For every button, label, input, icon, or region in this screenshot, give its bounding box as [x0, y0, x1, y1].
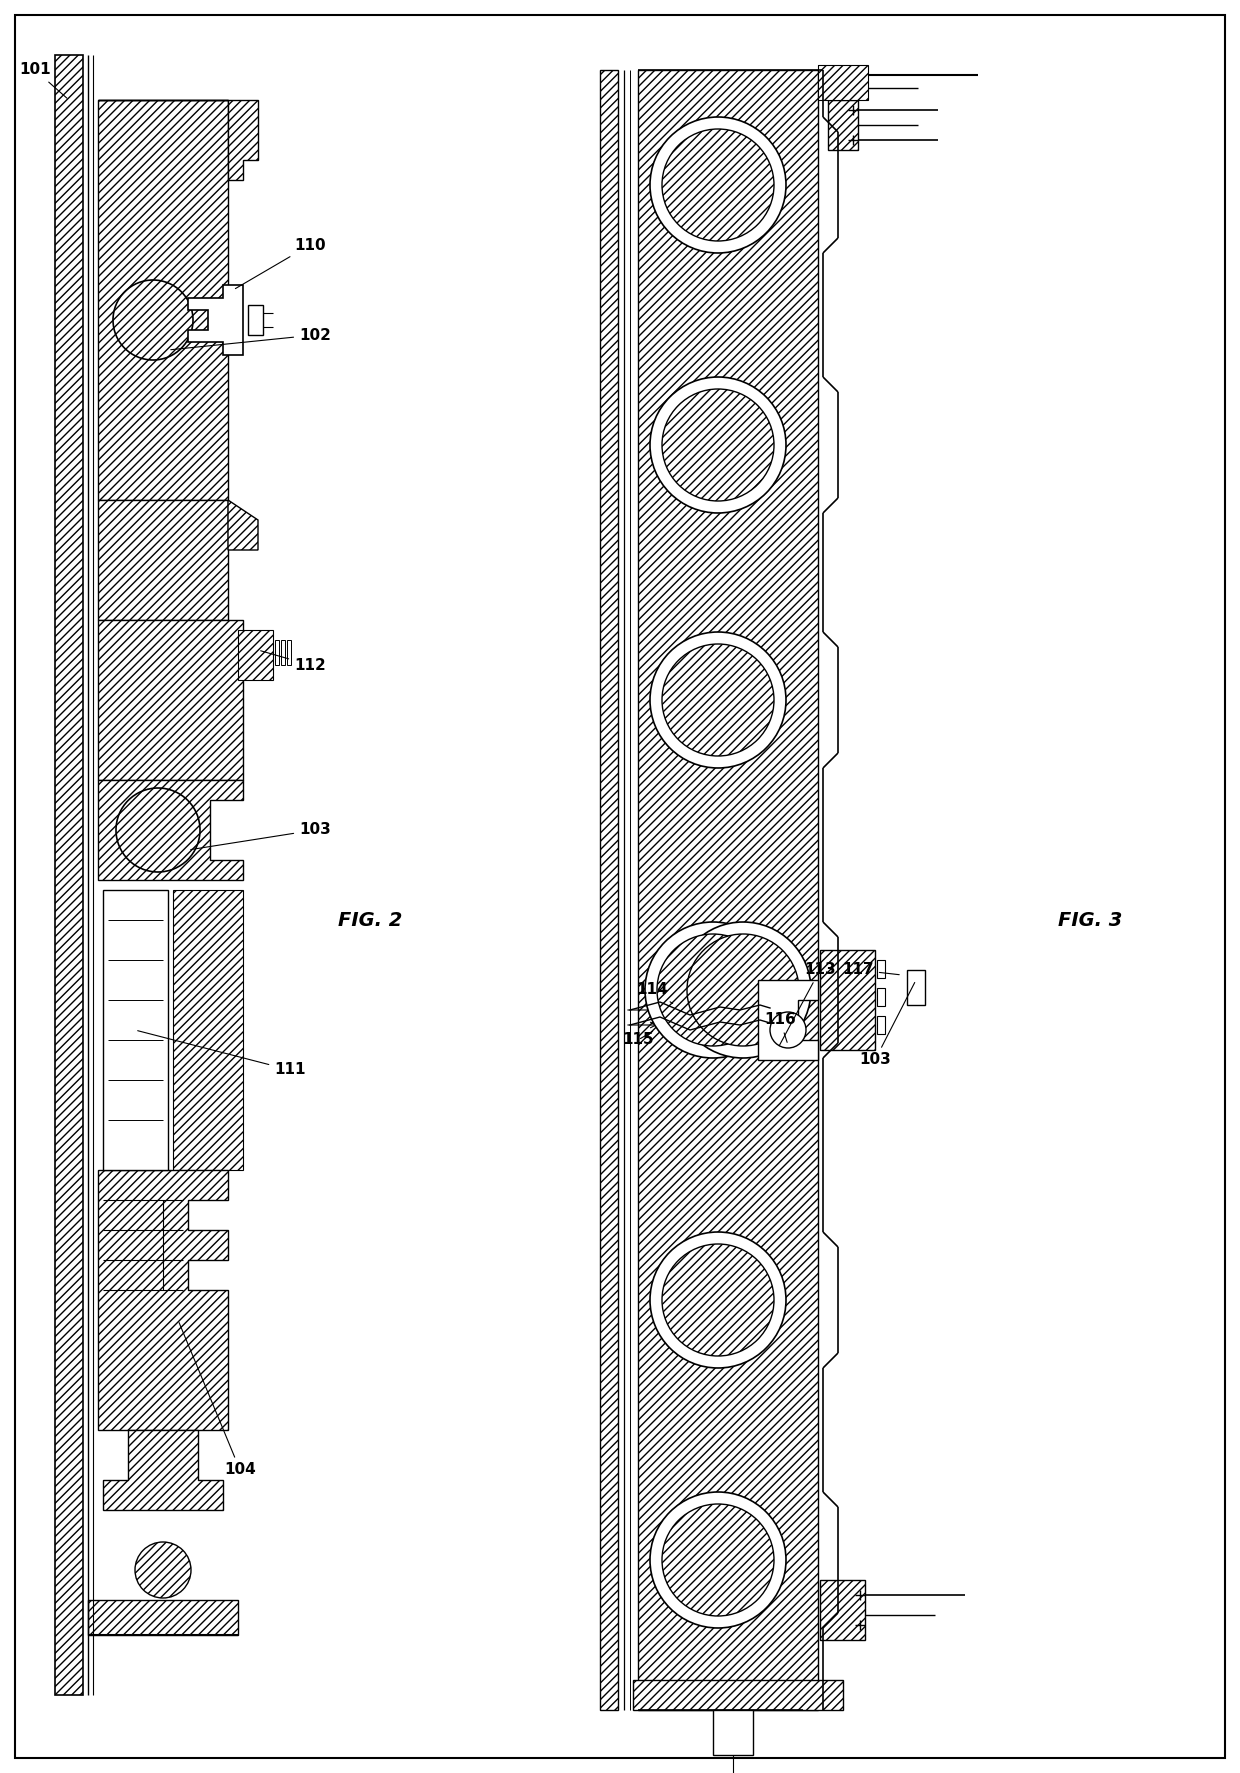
Bar: [639, 69, 818, 1709]
Bar: [639, 69, 818, 1709]
Bar: [286, 640, 291, 665]
Polygon shape: [98, 1170, 228, 1431]
Bar: [632, 1681, 843, 1709]
Polygon shape: [98, 99, 258, 181]
Bar: [820, 950, 875, 1050]
Polygon shape: [103, 1431, 223, 1511]
Polygon shape: [98, 780, 243, 879]
Bar: [600, 69, 618, 1709]
Text: 114: 114: [636, 982, 672, 1004]
Circle shape: [650, 378, 786, 512]
Circle shape: [657, 934, 769, 1046]
Bar: [906, 970, 925, 1005]
Text: 102: 102: [171, 328, 331, 349]
Circle shape: [135, 1543, 191, 1597]
Circle shape: [662, 129, 774, 241]
Bar: [600, 69, 618, 1709]
Bar: [98, 621, 243, 780]
Polygon shape: [174, 890, 243, 1170]
Text: 104: 104: [179, 1323, 255, 1477]
Bar: [88, 1599, 238, 1635]
Text: 117: 117: [842, 963, 899, 977]
Bar: [713, 1709, 753, 1755]
Bar: [98, 621, 243, 780]
Circle shape: [687, 934, 799, 1046]
Bar: [248, 305, 263, 335]
Circle shape: [650, 631, 786, 768]
Bar: [820, 1580, 866, 1640]
Bar: [281, 640, 285, 665]
Bar: [877, 988, 885, 1005]
Bar: [238, 629, 273, 681]
Text: 101: 101: [19, 62, 67, 98]
Bar: [98, 99, 228, 500]
Text: 111: 111: [138, 1030, 306, 1078]
Polygon shape: [818, 66, 868, 99]
Bar: [275, 640, 279, 665]
Circle shape: [113, 280, 193, 360]
Bar: [828, 99, 858, 151]
Bar: [820, 1580, 866, 1640]
Circle shape: [662, 1245, 774, 1356]
Circle shape: [650, 1493, 786, 1628]
Bar: [98, 99, 228, 500]
Bar: [55, 55, 83, 1695]
Bar: [828, 99, 858, 151]
Bar: [98, 500, 228, 621]
Text: 115: 115: [622, 1032, 653, 1048]
Circle shape: [662, 644, 774, 755]
Polygon shape: [758, 980, 818, 1060]
Circle shape: [675, 922, 811, 1058]
Polygon shape: [228, 500, 258, 550]
Circle shape: [650, 1232, 786, 1369]
Bar: [88, 1599, 238, 1635]
Circle shape: [650, 117, 786, 254]
Text: 103: 103: [859, 982, 915, 1067]
Bar: [820, 950, 875, 1050]
Text: 110: 110: [236, 238, 326, 289]
Circle shape: [117, 787, 200, 872]
Text: 113: 113: [779, 963, 836, 1046]
Text: FIG. 2: FIG. 2: [337, 911, 402, 929]
Circle shape: [662, 388, 774, 502]
Bar: [632, 1681, 843, 1709]
Text: 112: 112: [260, 651, 326, 672]
Polygon shape: [188, 285, 243, 355]
Bar: [98, 500, 228, 621]
Text: FIG. 3: FIG. 3: [1058, 911, 1122, 929]
Bar: [238, 629, 273, 681]
Bar: [877, 959, 885, 979]
Bar: [103, 890, 167, 1170]
Circle shape: [770, 1012, 806, 1048]
Bar: [877, 1016, 885, 1034]
Text: 116: 116: [764, 1012, 796, 1043]
Bar: [55, 55, 83, 1695]
Circle shape: [662, 1504, 774, 1615]
Text: 103: 103: [191, 823, 331, 849]
Circle shape: [645, 922, 781, 1058]
